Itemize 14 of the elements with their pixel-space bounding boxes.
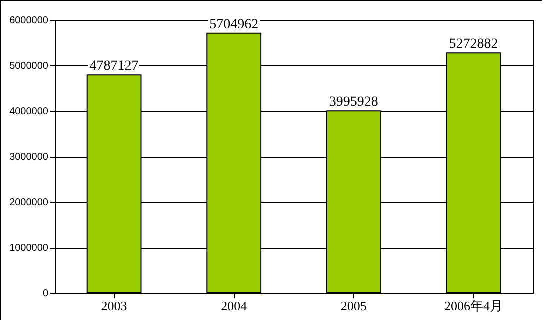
- x-tick-label: 2004: [221, 298, 248, 314]
- data-label: 3995928: [329, 95, 378, 110]
- y-tick-label: 6000000: [10, 16, 49, 26]
- x-tick-label: 2003: [101, 298, 128, 314]
- y-tick-label: 4000000: [10, 106, 49, 118]
- y-tick-label: 3000000: [10, 152, 49, 163]
- data-label: 5272882: [449, 37, 498, 52]
- y-tick-label: 0: [42, 288, 49, 300]
- y-tick-label: 2000000: [10, 198, 49, 208]
- data-label: 5704962: [210, 17, 259, 32]
- x-tick-label: 2006年4月: [444, 298, 503, 314]
- x-tick-label: 2005: [340, 298, 367, 314]
- y-tick-label: 5000000: [10, 61, 49, 72]
- y-tick-label: 1000000: [10, 243, 49, 254]
